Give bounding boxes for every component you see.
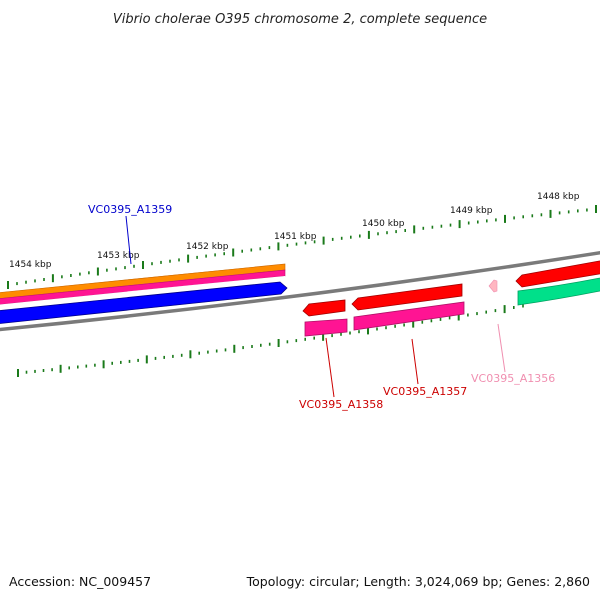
topology-summary-text: Topology: circular; Length: 3,024,069 bp…: [246, 574, 590, 589]
gene-arrow-vc0395-a1357-red[interactable]: [351, 283, 463, 311]
scale-label-1450: 1450 kbp: [362, 219, 405, 229]
gene-label-vc0395-a1358[interactable]: VC0395_A1358: [299, 398, 383, 411]
gene-band-white-gap: [0, 276, 285, 310]
gene-arrow-vc0395-a1356[interactable]: [488, 279, 498, 293]
leader-line-vc0395-a1359: [125, 215, 132, 265]
gene-band-vc0395-a1358-pink[interactable]: [304, 318, 348, 337]
map-title: Vibrio cholerae O395 chromosome 2, compl…: [113, 12, 487, 27]
gene-band-aquamarine[interactable]: [517, 277, 600, 306]
gene-arrow-red-right[interactable]: [515, 260, 600, 288]
gene-band-vc0395-a1357-pink[interactable]: [353, 301, 465, 331]
leader-line-vc0395-a1357: [411, 338, 419, 385]
scale-label-1449: 1449 kbp: [450, 206, 493, 216]
scale-label-1451: 1451 kbp: [274, 232, 317, 242]
gene-arrow-blue[interactable]: [0, 281, 288, 324]
scale-label-1454: 1454 kbp: [9, 260, 52, 270]
scale-label-1453: 1453 kbp: [97, 251, 140, 261]
outer-tick-marks: [7, 205, 597, 289]
inner-tick-marks: [17, 304, 524, 377]
gene-label-vc0395-a1357[interactable]: VC0395_A1357: [383, 385, 467, 398]
gene-arrow-vc0395-a1358-red[interactable]: [302, 299, 346, 317]
accession-text: Accession: NC_009457: [9, 574, 152, 589]
leader-line-vc0395-a1358: [325, 337, 335, 398]
scale-label-1448: 1448 kbp: [537, 192, 580, 202]
gene-label-vc0395-a1359[interactable]: VC0395_A1359: [88, 203, 172, 216]
chromosome-backbone-line: [0, 251, 600, 332]
leader-line-vc0395-a1356: [497, 323, 506, 373]
gene-label-vc0395-a1356[interactable]: VC0395_A1356: [471, 372, 555, 385]
scale-label-1452: 1452 kbp: [186, 242, 229, 252]
